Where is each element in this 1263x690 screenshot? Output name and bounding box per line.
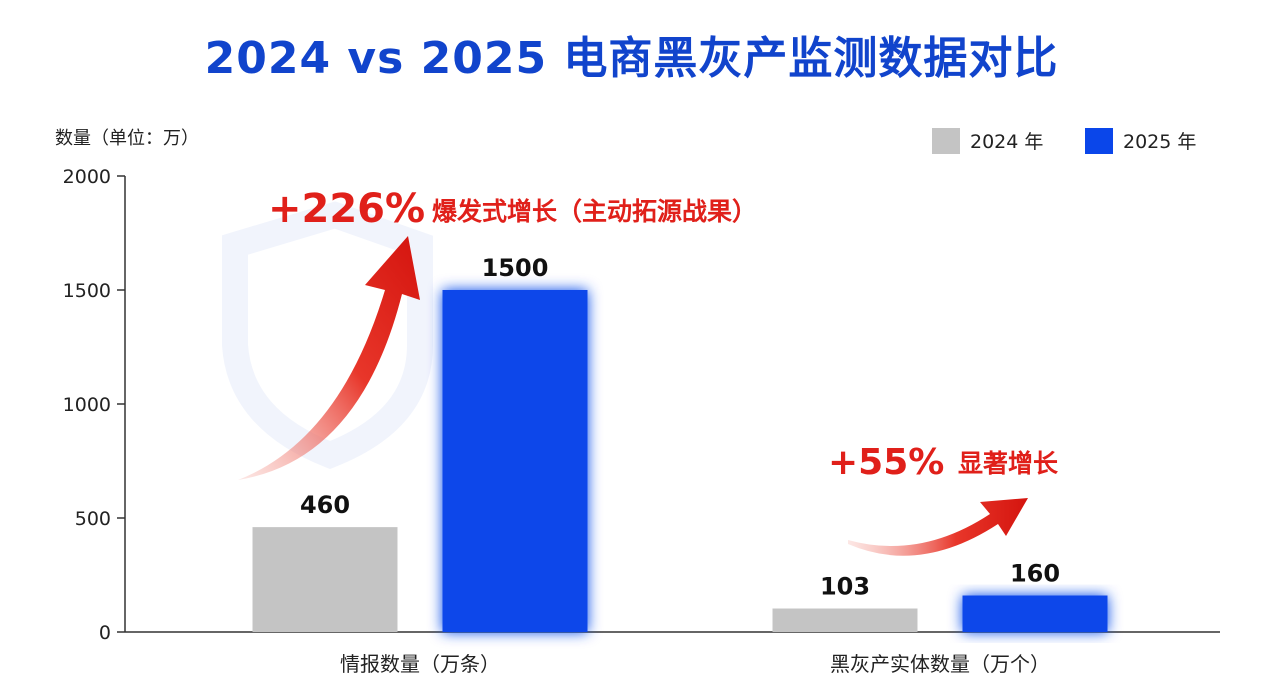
bar-2024年-0 (252, 527, 398, 632)
growth-arrow-1 (238, 236, 420, 480)
annotations: +226% 爆发式增长（主动拓源战果） +55% 显著增长 (238, 186, 1059, 556)
x-tick-label: 黑灰产实体数量（万个） (830, 652, 1050, 676)
data-label: 160 (1010, 560, 1060, 588)
watermark (222, 201, 433, 469)
y-tick-label: 0 (99, 622, 111, 644)
legend-label-2024: 2024 年 (970, 131, 1044, 153)
legend-swatch-2024 (932, 127, 960, 154)
shield-logo-watermark (222, 201, 433, 469)
annotation-percent: +226% (268, 186, 425, 232)
bars: 460 1500 情报数量（万条） 103 160 黑灰产实体数量（万个） (252, 254, 1108, 676)
bar-2025年-0 (442, 290, 588, 632)
data-label: 1500 (482, 254, 549, 282)
growth-arrow-2 (848, 498, 1028, 556)
chart-title: 2024 vs 2025 电商黑灰产监测数据对比 (204, 33, 1059, 84)
legend-label-2025: 2025 年 (1123, 131, 1197, 153)
y-axis-label: 数量（单位：万） (55, 128, 199, 149)
y-tick-label: 2000 (63, 166, 111, 188)
data-label: 103 (820, 573, 870, 601)
y-tick-label: 1500 (63, 280, 111, 302)
legend-item-2024: 2024 年 (932, 127, 1043, 154)
annotation-text: 爆发式增长（主动拓源战果） (432, 197, 757, 226)
y-tick-label: 1000 (63, 394, 111, 416)
bar-2024年-1 (772, 608, 918, 632)
legend-item-2025: 2025 年 (1085, 127, 1196, 154)
bar-2025年-1 (962, 595, 1108, 632)
data-label: 460 (300, 491, 350, 519)
y-tick-label: 500 (75, 508, 111, 530)
annotation-text: 显著增长 (958, 449, 1059, 478)
legend-swatch-2025 (1085, 127, 1113, 154)
x-tick-label: 情报数量（万条） (340, 652, 500, 676)
annotation-percent: +55% (828, 442, 944, 483)
